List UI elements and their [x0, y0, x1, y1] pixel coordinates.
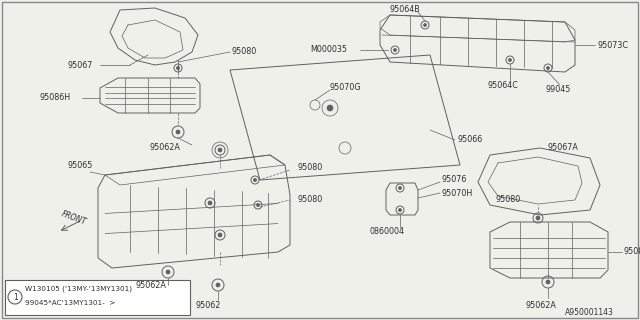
Text: W130105 ('13MY-'13MY1301): W130105 ('13MY-'13MY1301) [25, 286, 132, 292]
Circle shape [394, 49, 397, 52]
Text: 95086I: 95086I [624, 247, 640, 257]
Text: M000035: M000035 [310, 45, 347, 54]
Text: 95064B: 95064B [390, 5, 420, 14]
Circle shape [253, 179, 257, 181]
Circle shape [218, 148, 222, 152]
Circle shape [546, 280, 550, 284]
Text: 0860004: 0860004 [370, 228, 405, 236]
FancyBboxPatch shape [5, 280, 190, 315]
Text: 95062A: 95062A [150, 143, 181, 153]
Text: 95080: 95080 [495, 196, 520, 204]
Text: 95067A: 95067A [548, 143, 579, 153]
Circle shape [216, 283, 220, 287]
Text: 1: 1 [13, 293, 18, 302]
Circle shape [509, 59, 511, 61]
Text: 95080: 95080 [298, 196, 323, 204]
Circle shape [257, 204, 260, 207]
Text: 99045*AC'13MY1301-  >: 99045*AC'13MY1301- > [25, 300, 115, 306]
Text: 95062A: 95062A [525, 300, 556, 309]
Circle shape [399, 187, 401, 189]
Text: 95062: 95062 [195, 300, 220, 309]
Circle shape [208, 201, 212, 205]
Text: 95067: 95067 [68, 60, 93, 69]
Circle shape [399, 209, 401, 212]
Text: 99045: 99045 [545, 85, 570, 94]
Circle shape [327, 105, 333, 111]
Circle shape [166, 270, 170, 274]
Text: FRONT: FRONT [60, 210, 88, 227]
Circle shape [218, 233, 222, 237]
Circle shape [424, 23, 426, 27]
Text: 95064C: 95064C [488, 82, 519, 91]
Text: 95080: 95080 [232, 47, 257, 57]
Text: 95086H: 95086H [40, 93, 71, 102]
Text: A950001143: A950001143 [565, 308, 614, 317]
Text: 95073C: 95073C [597, 41, 628, 50]
Text: 95070H: 95070H [442, 188, 473, 197]
Text: 95066: 95066 [457, 135, 483, 145]
Circle shape [547, 67, 550, 69]
Text: 95080: 95080 [298, 164, 323, 172]
Circle shape [536, 216, 540, 220]
Text: 95062A: 95062A [135, 281, 166, 290]
Circle shape [176, 130, 180, 134]
Text: 95076: 95076 [442, 175, 467, 185]
Circle shape [177, 67, 180, 69]
Text: 95070G: 95070G [330, 84, 362, 92]
Text: 95065: 95065 [68, 161, 93, 170]
